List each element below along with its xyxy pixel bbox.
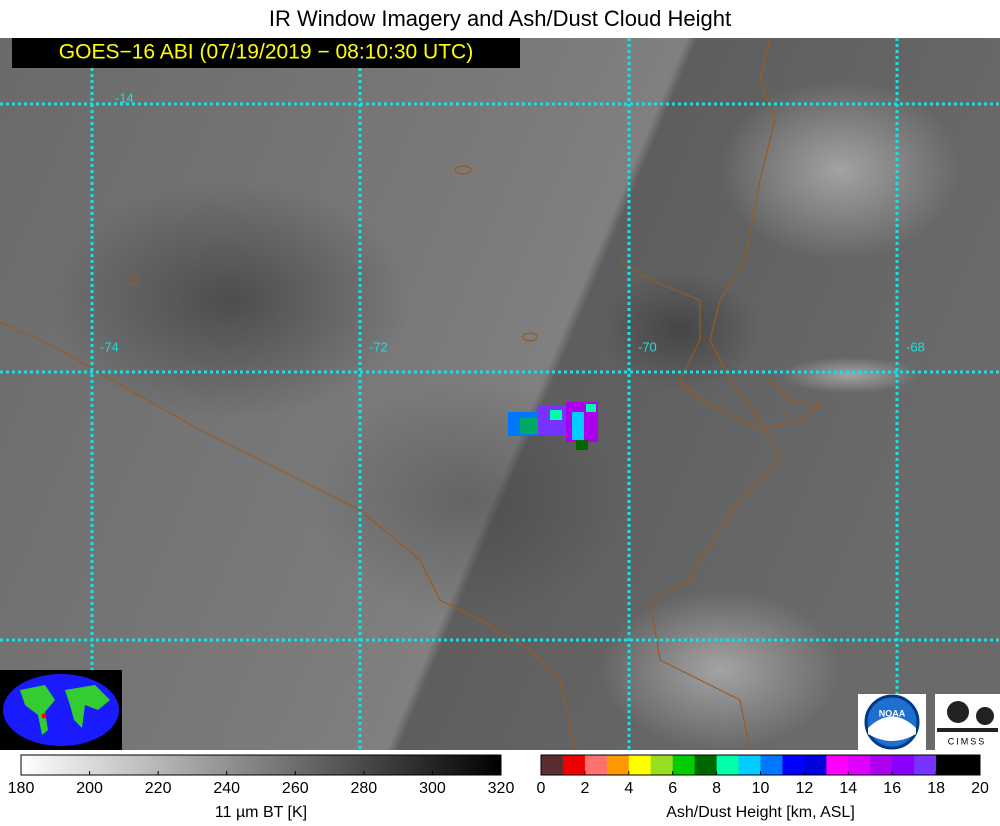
colorbar-tick-label: 14 (839, 780, 857, 797)
colorbar-segment (914, 755, 937, 775)
colorbar-segment (870, 755, 893, 775)
colorbar-tick-label: 18 (927, 780, 945, 797)
colorbar-tick-label: 220 (145, 780, 172, 797)
colorbar-tick-label: 4 (624, 780, 633, 797)
colorbar-segment (672, 755, 696, 775)
noaa-text: NOAA (879, 708, 906, 718)
colorbar-tick-label: 260 (282, 780, 309, 797)
colorbar-tick-label: 180 (8, 780, 35, 797)
colorbar-tick-label: 240 (213, 780, 240, 797)
colorbar-segment (584, 755, 608, 775)
cimss-text: CIMSS (948, 736, 987, 746)
colorbar-segment (782, 755, 805, 775)
cimss-logo: CIMSS (935, 694, 1000, 750)
colorbar-tick-label: 10 (752, 780, 770, 797)
colorbar-tick-label: 20 (971, 780, 989, 797)
lon-label: -72 (369, 339, 388, 354)
colorbar-tick-label: 16 (883, 780, 901, 797)
colorbar-tick-label: 12 (796, 780, 814, 797)
graticule-labels: -14 -74 -72 -70 -68 (100, 90, 925, 354)
colorbar-segment (541, 755, 564, 775)
colorbar-tick-label: 300 (419, 780, 446, 797)
colorbar-tick-label: 0 (537, 780, 546, 797)
lon-label: -74 (100, 339, 119, 354)
colorbar-segment (606, 755, 630, 775)
colorbar-segment (826, 755, 849, 775)
colorbar-segment (760, 755, 783, 775)
lat-label: -14 (115, 90, 134, 105)
globe-inset (0, 670, 122, 750)
colorbar-tick-label: 8 (712, 780, 721, 797)
colorbar-segment (804, 755, 827, 775)
colorbar-tick-label: 200 (76, 780, 103, 797)
colorbar-segment (628, 755, 652, 775)
colorbar-segment (892, 755, 915, 775)
colorbar-tick-label: 320 (488, 780, 515, 797)
graticule (0, 38, 1000, 750)
colorbar-segment (738, 755, 761, 775)
colorbar-tick-label: 2 (580, 780, 589, 797)
noaa-logo: NOAA (858, 694, 926, 750)
badge-box (12, 38, 520, 68)
colorbar-tick-label: 6 (668, 780, 677, 797)
badge: GOES−16 ABI (07/19/2019 − 08:10:30 UTC) (59, 41, 473, 64)
colorbar-tick-label: 280 (351, 780, 378, 797)
lon-label: -70 (638, 339, 657, 354)
lon-label: -68 (906, 339, 925, 354)
colorbar-segment (650, 755, 674, 775)
colorbar-label: Ash/Dust Height [km, ASL] (666, 804, 855, 821)
satellite-image (0, 38, 1000, 750)
colorbar (20, 754, 502, 776)
title: IR Window Imagery and Ash/Dust Cloud Hei… (269, 6, 731, 31)
colorbar-segment (716, 755, 740, 775)
colorbar-segment (936, 755, 959, 775)
colorbar-segment (694, 755, 718, 775)
borders (0, 37, 822, 751)
colorbar-segment (848, 755, 871, 775)
colorbar-segment (958, 755, 981, 775)
ash-cloud (508, 402, 598, 450)
colorbar-label: 11 µm BT [K] (215, 804, 307, 821)
colorbar-segment (562, 755, 586, 775)
